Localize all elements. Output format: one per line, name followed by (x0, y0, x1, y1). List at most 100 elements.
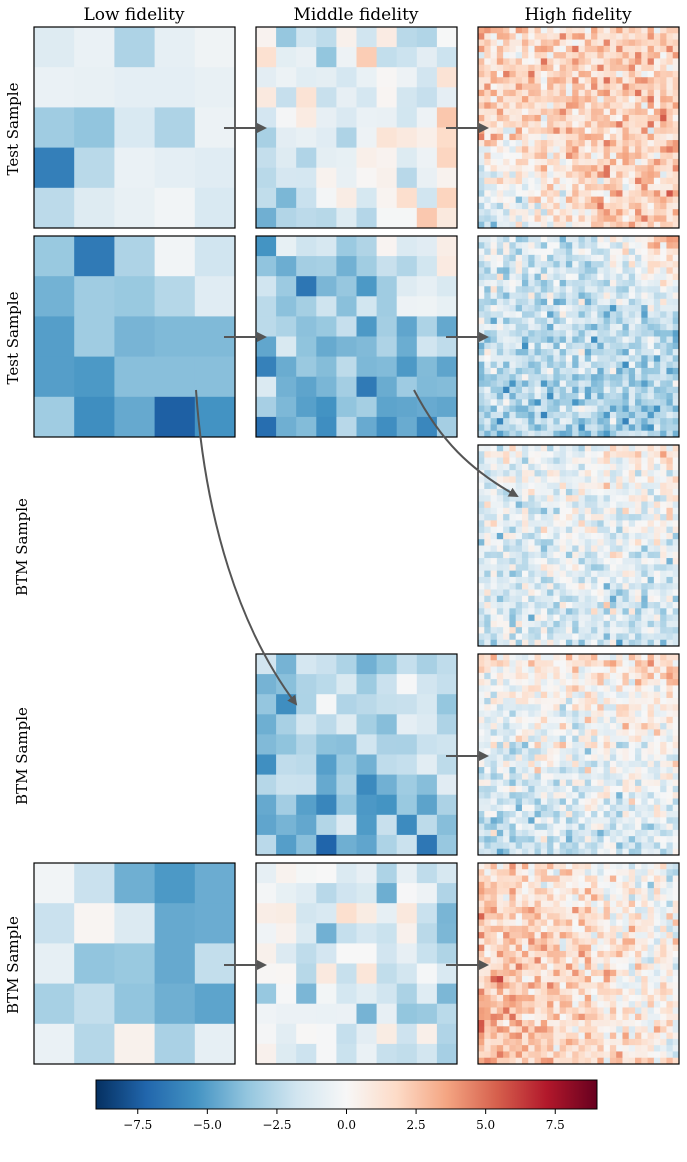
heatmap-cell (641, 842, 648, 850)
heatmap-cell (540, 374, 548, 381)
heatmap-cell (521, 430, 529, 438)
heatmap-cell (672, 495, 680, 502)
heatmap-cell (597, 639, 605, 647)
heatmap-cell (547, 127, 554, 135)
heatmap-cell (490, 672, 498, 680)
heatmap-cell (478, 836, 485, 843)
heatmap-cell (653, 863, 661, 870)
heatmap-cell (74, 356, 115, 398)
heatmap-cell (515, 58, 523, 66)
heatmap-cell (603, 152, 611, 160)
heatmap-cell (660, 83, 667, 91)
heatmap-cell (597, 242, 605, 249)
heatmap-cell (509, 261, 517, 268)
heatmap-cell (478, 779, 485, 787)
heatmap-cell (609, 925, 617, 933)
heatmap-cell (540, 77, 548, 84)
heatmap-cell (616, 811, 623, 818)
heatmap-cell (616, 133, 623, 141)
heatmap-cell (547, 152, 554, 160)
heatmap-cell (528, 792, 535, 799)
heatmap-cell (559, 102, 567, 110)
heatmap-cell (534, 349, 542, 356)
heatmap-cell (547, 792, 554, 799)
heatmap-cell (609, 614, 617, 622)
heatmap-cell (503, 551, 510, 559)
heatmap-cell (622, 221, 630, 229)
heatmap-cell (565, 760, 573, 768)
heatmap-cell (653, 248, 661, 256)
heatmap-cell (509, 863, 517, 870)
heatmap-cell (553, 704, 561, 711)
heatmap-cell (616, 894, 623, 902)
heatmap-cell (584, 919, 592, 927)
heatmap-cell (540, 767, 548, 774)
heatmap-cell (572, 83, 579, 91)
heatmap-cell (628, 488, 636, 496)
heatmap-cell (591, 311, 598, 319)
heatmap-cell (336, 27, 357, 48)
heatmap-cell (572, 33, 579, 40)
heatmap-cell (540, 723, 548, 730)
heatmap-cell (436, 276, 458, 297)
heatmap-cell (515, 152, 523, 160)
heatmap-cell (672, 863, 680, 870)
heatmap-cell (578, 451, 586, 458)
heatmap-cell (534, 248, 542, 256)
heatmap-cell (672, 666, 680, 674)
heatmap-cell (565, 627, 573, 634)
heatmap-cell (559, 829, 567, 837)
heatmap-cell (609, 430, 617, 438)
heatmap-cell (547, 875, 554, 883)
heatmap-cell (597, 476, 605, 484)
heatmap-cell (572, 716, 579, 724)
heatmap-cell (660, 146, 667, 154)
heatmap-cell (478, 323, 485, 331)
heatmap-cell (276, 256, 297, 277)
heatmap-cell (503, 58, 510, 66)
heatmap-cell (672, 654, 680, 661)
heatmap-cell (509, 583, 517, 590)
heatmap-cell (396, 207, 418, 229)
heatmap-cell (484, 539, 491, 546)
heatmap-cell (591, 608, 598, 615)
heatmap-cell (490, 190, 498, 197)
heatmap-cell (635, 773, 642, 781)
heatmap-cell (572, 39, 579, 47)
heatmap-cell (641, 608, 648, 615)
heatmap-cell (653, 311, 661, 319)
heatmap-cell (609, 248, 617, 256)
heatmap-cell (641, 380, 648, 388)
heatmap-cell (490, 829, 498, 837)
heatmap-cell (641, 317, 648, 325)
heatmap-cell (622, 836, 630, 843)
heatmap-cell (609, 279, 617, 287)
heatmap-cell (553, 342, 561, 350)
heatmap-cell (559, 171, 567, 179)
heatmap-cell (553, 424, 561, 432)
heatmap-cell (603, 242, 611, 249)
heatmap-cell (578, 476, 586, 484)
heatmap-cell (484, 190, 491, 197)
heatmap-cell (547, 532, 554, 540)
heatmap-cell (653, 323, 661, 331)
heatmap-cell (490, 367, 498, 375)
heatmap-cell (647, 77, 655, 84)
heatmap-cell (528, 767, 535, 774)
heatmap-cell (647, 355, 655, 363)
heatmap-cell (591, 842, 598, 850)
heatmap-cell (509, 52, 517, 59)
heatmap-cell (540, 463, 548, 471)
heatmap-cell (509, 405, 517, 413)
heatmap-cell (635, 305, 642, 312)
heatmap-cell (276, 67, 297, 88)
heatmap-cell (509, 811, 517, 818)
heatmap-cell (509, 273, 517, 281)
heatmap-cell (534, 589, 542, 597)
heatmap-cell (534, 848, 542, 856)
heatmap-cell (515, 279, 523, 287)
heatmap-cell (559, 70, 567, 78)
heatmap-cell (616, 171, 623, 179)
heatmap-cell (565, 336, 573, 344)
heatmap-cell (436, 416, 458, 438)
